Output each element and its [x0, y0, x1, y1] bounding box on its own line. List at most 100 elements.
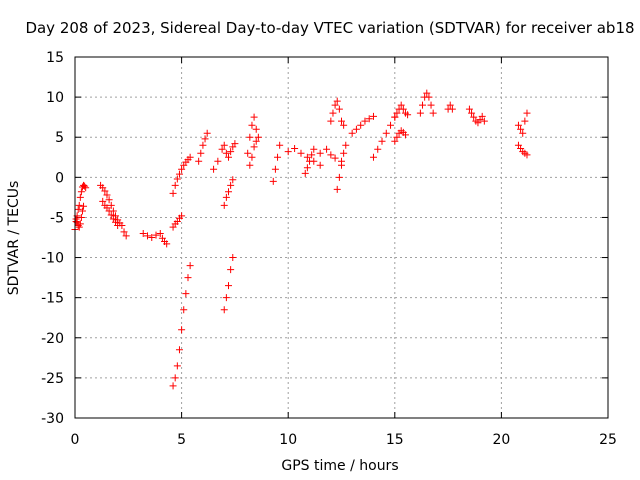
data-point: [170, 190, 177, 197]
data-point: [172, 374, 179, 381]
x-tick-label: 0: [71, 432, 80, 448]
data-point: [276, 142, 283, 149]
y-tick-label: -15: [41, 291, 64, 307]
y-tick-label: -30: [41, 411, 64, 427]
data-point: [229, 254, 236, 261]
data-point: [417, 110, 424, 117]
data-point: [80, 203, 87, 210]
y-tick-label: -20: [41, 331, 64, 347]
x-axis-label: GPS time / hours: [281, 458, 398, 474]
data-point: [336, 106, 343, 113]
data-point: [248, 122, 255, 129]
data-point: [221, 202, 228, 209]
x-tick-label: 5: [177, 432, 186, 448]
data-point: [214, 158, 221, 165]
data-point: [172, 182, 179, 189]
data-series: [170, 262, 194, 389]
data-point: [317, 150, 324, 157]
data-series: [334, 142, 350, 193]
data-point: [523, 110, 530, 117]
data-point: [246, 134, 253, 141]
data-series: [270, 142, 283, 185]
data-point: [253, 126, 260, 133]
data-series: [97, 182, 130, 240]
data-point: [75, 206, 82, 213]
data-point: [77, 194, 84, 201]
axis-ticks: 0 5 10 15 20 25 15 10 5 0 -5 -10 -15 -20 -25 -30: [41, 50, 617, 448]
data-point: [272, 166, 279, 173]
data-series: [466, 106, 488, 127]
data-point: [342, 142, 349, 149]
data-point: [195, 158, 202, 165]
data-point: [227, 266, 234, 273]
data-point: [349, 130, 356, 137]
data-point: [248, 154, 255, 161]
data-point: [225, 282, 232, 289]
data-series: [221, 176, 237, 209]
data-point: [430, 110, 437, 117]
data-point: [78, 188, 85, 195]
data-point: [383, 130, 390, 137]
data-point: [285, 148, 292, 155]
data-point: [78, 214, 85, 221]
y-tick-label: 15: [46, 50, 64, 66]
data-series: [244, 114, 262, 157]
x-tick-label: 20: [492, 432, 510, 448]
y-axis-label: SDTVAR / TECUs: [6, 181, 22, 296]
chart-title: Day 208 of 2023, Sidereal Day-to-day VTE…: [25, 19, 634, 37]
data-point: [428, 102, 435, 109]
data-series: [140, 230, 170, 247]
data-point: [332, 155, 339, 162]
data-point: [221, 306, 228, 313]
data-point: [223, 294, 230, 301]
x-tick-label: 15: [386, 432, 404, 448]
data-point: [291, 145, 298, 152]
data-point: [244, 150, 251, 157]
data-series: [391, 102, 411, 121]
data-series: [170, 212, 186, 230]
data-point: [336, 174, 343, 181]
data-point: [199, 142, 206, 149]
data-point: [270, 178, 277, 185]
y-tick-label: 0: [55, 170, 64, 186]
data-point: [187, 262, 194, 269]
data-series: [170, 154, 194, 197]
x-tick-label: 25: [599, 432, 617, 448]
data-point: [521, 118, 528, 125]
data-point: [184, 274, 191, 281]
y-tick-label: -25: [41, 371, 64, 387]
data-point: [76, 202, 83, 209]
data-point: [329, 110, 336, 117]
data-point: [197, 150, 204, 157]
data-point: [317, 162, 324, 169]
data-series: [210, 140, 238, 173]
data-point: [297, 150, 304, 157]
data-point: [170, 382, 177, 389]
data-series: [285, 145, 324, 169]
data-point: [178, 326, 185, 333]
data-series: [445, 102, 456, 113]
y-tick-label: -5: [50, 210, 64, 226]
data-series: [391, 127, 409, 144]
y-tick-label: 5: [55, 130, 64, 146]
data-point: [357, 122, 364, 129]
y-tick-label: 10: [46, 90, 64, 106]
data-series: [515, 142, 531, 159]
data-point: [327, 118, 334, 125]
data-series: [417, 90, 437, 117]
data-series: [317, 146, 345, 165]
data-point: [251, 114, 258, 121]
y-tick-label: -10: [41, 251, 64, 267]
data-point: [334, 186, 341, 193]
data-point: [387, 122, 394, 129]
data-point: [370, 154, 377, 161]
data-series: [99, 198, 121, 229]
data-point: [374, 146, 381, 153]
data-series: [349, 113, 377, 137]
data-point: [379, 138, 386, 145]
data-point: [338, 162, 345, 169]
data-point: [340, 150, 347, 157]
data-points: [72, 90, 531, 390]
data-series: [195, 130, 211, 165]
data-point: [182, 290, 189, 297]
